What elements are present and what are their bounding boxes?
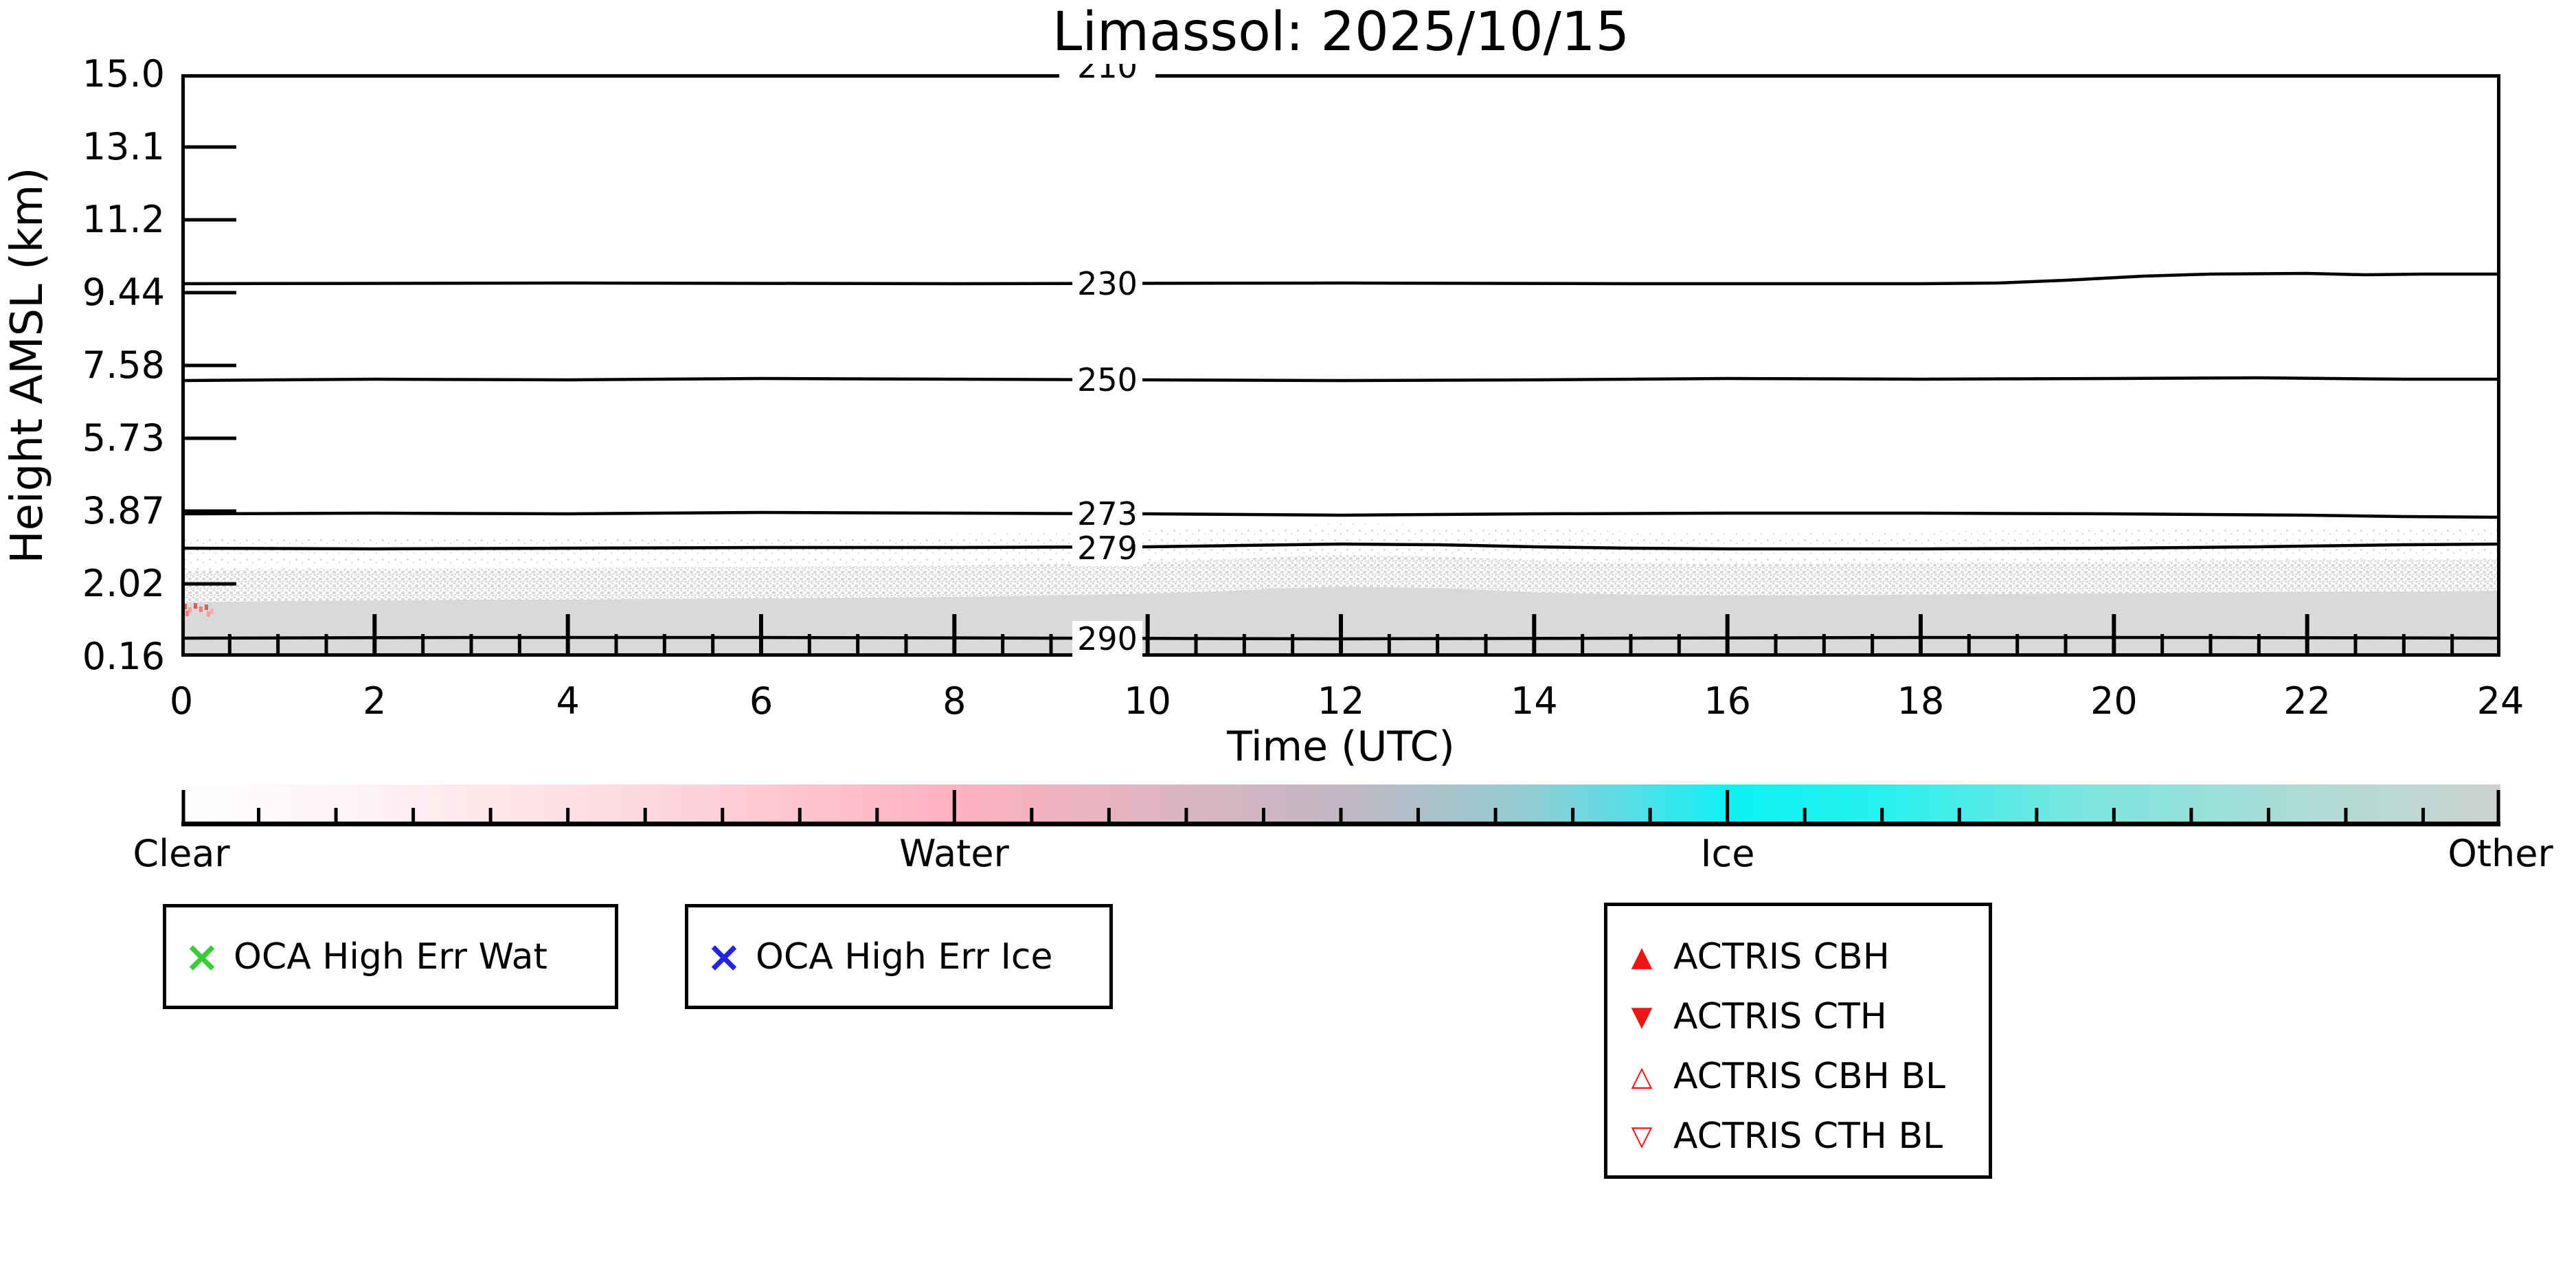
x-tick-label-18: 18: [1897, 679, 1945, 723]
legend-actris: ▲ ACTRIS CBH ▼ ACTRIS CTH △ ACTRIS CBH B…: [1604, 903, 1992, 1179]
legend-oca-water: × OCA High Err Wat: [163, 904, 618, 1009]
x-tick-label-8: 8: [942, 679, 967, 723]
legend-oca-ice: × OCA High Err Ice: [685, 904, 1113, 1009]
legend-label-oca-ice: OCA High Err Ice: [755, 936, 1053, 978]
plot-svg: [181, 74, 2500, 657]
legend-row-actris-cth-bl: ▽ ACTRIS CTH BL: [1624, 1106, 1989, 1166]
x-tick-label-14: 14: [1510, 679, 1558, 723]
x-tick-label-22: 22: [2283, 679, 2331, 723]
green-x-marker-icon: ×: [184, 931, 220, 982]
colorbar-label-water: Water: [899, 832, 1009, 875]
chart-title: Limassol: 2025/10/15: [1052, 1, 1630, 63]
legend-label-actris-cbh-bl: ACTRIS CBH BL: [1673, 1055, 1945, 1097]
y-tick-label-7.58: 7.58: [82, 343, 165, 387]
y-tick-label-0.16: 0.16: [82, 635, 165, 678]
x-tick-label-10: 10: [1124, 679, 1172, 723]
legend-row-actris-cbh-bl: △ ACTRIS CBH BL: [1624, 1046, 1989, 1106]
colorbar-label-other: Other: [2448, 832, 2553, 875]
legend-label-actris-cth: ACTRIS CTH: [1673, 995, 1887, 1037]
legend-label-actris-cth-bl: ACTRIS CTH BL: [1673, 1115, 1943, 1157]
contour-label-230: 230: [1072, 266, 1142, 302]
legend-row-actris-cbh: ▲ ACTRIS CBH: [1624, 927, 1989, 986]
y-tick-label-11.2: 11.2: [82, 198, 165, 241]
x-tick-label-6: 6: [749, 679, 773, 723]
colorbar-label-ice: Ice: [1700, 832, 1755, 875]
x-tick-label-0: 0: [169, 679, 194, 723]
colorbar-ticks-svg: [181, 790, 2500, 826]
red-triangle-down-open-icon: ▽: [1631, 1120, 1653, 1152]
red-triangle-down-filled-icon: ▼: [1631, 1000, 1653, 1032]
contour-label-210-clipped: 210: [1059, 64, 1155, 89]
contour-label-273: 273: [1072, 496, 1142, 532]
blue-x-marker-icon: ×: [706, 931, 742, 982]
x-tick-label-16: 16: [1704, 679, 1752, 723]
y-tick-label-3.87: 3.87: [82, 489, 165, 532]
colorbar-label-clear: Clear: [133, 832, 230, 875]
legend-row-actris-cth: ▼ ACTRIS CTH: [1624, 986, 1989, 1046]
y-tick-label-5.73: 5.73: [82, 416, 165, 460]
red-triangle-up-open-icon: △: [1631, 1060, 1653, 1092]
x-tick-label-12: 12: [1317, 679, 1365, 723]
legend-label-actris-cbh: ACTRIS CBH: [1673, 936, 1890, 978]
y-tick-label-13.1: 13.1: [82, 125, 165, 168]
contour-label-250: 250: [1072, 362, 1142, 398]
y-tick-label-2.02: 2.02: [82, 562, 165, 605]
contour-label-279: 279: [1072, 530, 1142, 566]
x-tick-label-4: 4: [556, 679, 580, 723]
red-triangle-up-filled-icon: ▲: [1631, 940, 1653, 973]
x-tick-label-24: 24: [2476, 679, 2524, 723]
x-tick-label-2: 2: [363, 679, 387, 723]
x-axis-label: Time (UTC): [1227, 723, 1455, 771]
x-tick-label-20: 20: [2090, 679, 2138, 723]
legend-label-oca-wat: OCA High Err Wat: [233, 936, 547, 978]
contour-label-290: 290: [1072, 621, 1142, 657]
y-tick-label-9.44: 9.44: [82, 271, 165, 314]
y-tick-label-15.0: 15.0: [82, 52, 165, 95]
plot-area: 210 230 250 273 279 290: [181, 64, 2500, 657]
